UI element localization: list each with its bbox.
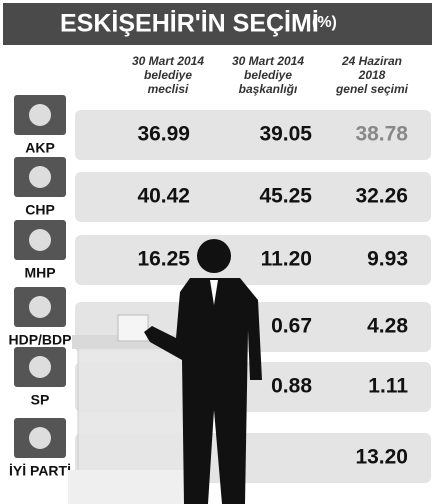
column-header: 30 Mart 2014 belediye başkanlığı [232,54,304,96]
head [197,239,231,273]
row-band [75,172,431,222]
row-band [75,110,431,160]
party-name: CHP [25,202,55,218]
shirt [210,280,218,305]
value: 40.42 [137,185,190,208]
column-header: 24 Haziran 2018 genel seçimi [335,54,409,96]
value: 0.88 [271,375,312,398]
value: 13.20 [355,446,408,469]
value: 39.05 [259,123,312,146]
party-name: İYİ PARTİ [9,463,71,479]
value: 16.25 [137,248,190,271]
party-name: HDP/BDP [8,332,71,348]
column-headers: 30 Mart 2014 belediye meclisi 30 Mart 2014 b… [132,54,409,96]
party-name: MHP [24,265,55,281]
value: 4.28 [367,315,408,338]
party-name: AKP [25,140,55,156]
value: 1.11 [368,375,408,398]
party-logo-mark [29,296,51,318]
unit: (%) [312,14,337,31]
value: 38.78 [355,123,408,146]
party-logo-mark [29,427,51,449]
value: 11.20 [261,248,312,271]
ballot [117,314,149,342]
party-logo-mark [29,229,51,251]
title: ESKİŞEHİR'İN SEÇİMİ [60,10,319,38]
party-logo-mark [29,356,51,378]
value: 36.99 [137,123,190,146]
value: 45.25 [259,185,312,208]
column-header: 30 Mart 2014 belediye meclisi [132,54,204,96]
row-band [75,235,431,285]
body [144,278,262,504]
party-logo-mark [29,104,51,126]
value: 32.26 [355,185,408,208]
voter-illustration [68,239,262,504]
party-logo-mark [29,166,51,188]
party-name: SP [31,392,50,408]
value: 9.93 [367,248,408,271]
title-bar [3,3,432,45]
ballot-box [77,344,197,476]
value: 0.67 [271,315,312,338]
